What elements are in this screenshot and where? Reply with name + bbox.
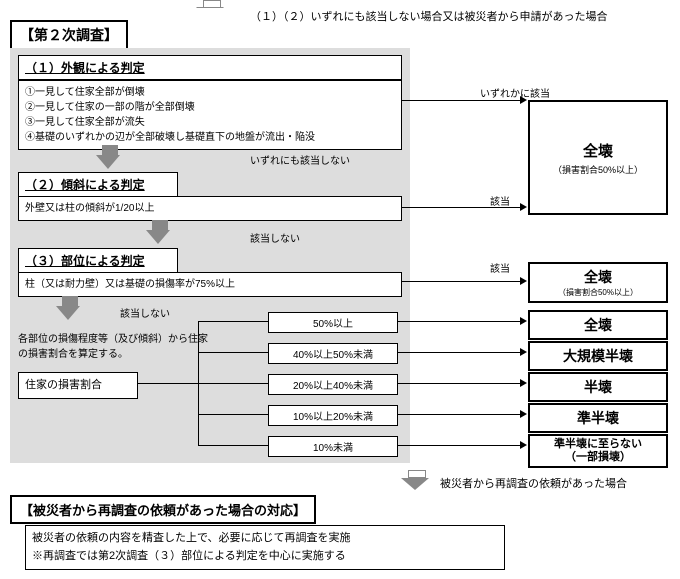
- calc-note: 各部位の損傷程度等（及び傾斜）から住家の損害割合を算定する。: [18, 332, 208, 362]
- threshold-2: 40%以上50%未満: [268, 343, 398, 364]
- section3-content: 柱（又は耐力壁）又は基礎の損傷率が75%以上: [18, 272, 402, 297]
- main-title: 【第２次調査】: [10, 20, 128, 50]
- s2-no-label: 該当しない: [250, 230, 300, 245]
- result-daikibo: 大規模半壊: [528, 341, 668, 371]
- s3-yes-label: 該当: [490, 260, 510, 275]
- calc-box: 住家の損害割合: [18, 372, 138, 399]
- section1-header: （１）外観による判定: [18, 55, 402, 80]
- s3-no-label: 該当しない: [120, 305, 170, 320]
- top-note: （１）（２）いずれにも該当しない場合又は被災者から申請があった場合: [250, 8, 608, 24]
- result-hankai: 半壊: [528, 372, 668, 402]
- threshold-1: 50%以上: [268, 312, 398, 333]
- result-ichibu: 準半壊に至らない （一部損壊）: [528, 434, 668, 468]
- threshold-3: 20%以上40%未満: [268, 374, 398, 395]
- result-junhankai: 準半壊: [528, 403, 668, 433]
- section2-header: （２）傾斜による判定: [18, 172, 178, 197]
- s2-yes-label: 該当: [490, 193, 510, 208]
- footer-note: 被災者から再調査の依頼があった場合: [440, 475, 627, 491]
- s1-yes-label: いずれかに該当: [480, 85, 550, 100]
- footer-title: 【被災者から再調査の依頼があった場合の対応】: [10, 495, 316, 524]
- threshold-5: 10%未満: [268, 436, 398, 457]
- result-zenkai-1: 全壊 （損害割合50%以上）: [528, 100, 668, 215]
- result-zenkai-2: 全壊 （損害割合50%以上）: [528, 262, 668, 303]
- section3-header: （３）部位による判定: [18, 248, 178, 273]
- section1-items: ①一見して住家全部が倒壊 ②一見して住家の一部の階が全部倒壊 ③一見して住家全部…: [18, 80, 402, 150]
- s1-no-label: いずれにも該当しない: [250, 152, 350, 167]
- section2-content: 外壁又は柱の傾斜が1/20以上: [18, 196, 402, 221]
- result-zenkai-3: 全壊: [528, 310, 668, 340]
- footer-content: 被災者の依頼の内容を精査した上で、必要に応じて再調査を実施 ※再調査では第2次調…: [25, 525, 505, 570]
- threshold-4: 10%以上20%未満: [268, 405, 398, 426]
